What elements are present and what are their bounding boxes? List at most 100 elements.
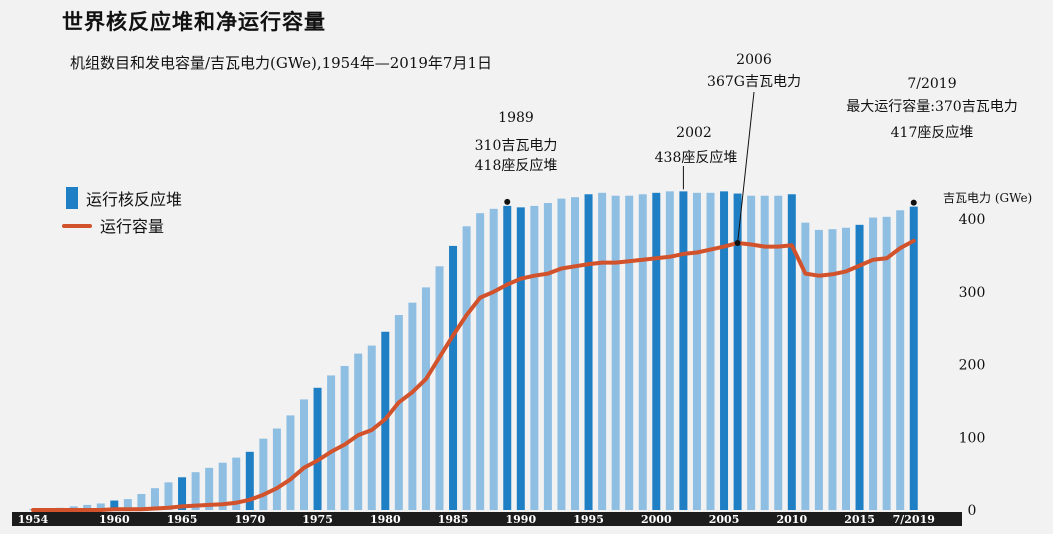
x-tick-1980: 1980 (370, 513, 401, 526)
x-tick-2010: 2010 (776, 513, 807, 526)
x-tick-1965: 1965 (167, 513, 198, 526)
bar-1993 (557, 198, 566, 510)
chart-subtitle: 机组数目和发电容量/吉瓦电力(GWe),1954年—2019年7月1日 (70, 54, 493, 72)
bar-1988 (489, 208, 498, 510)
annotation-2006: 2006 367G吉瓦电力 (707, 52, 801, 90)
annotation-2002-year: 2002 (676, 125, 712, 141)
legend: 运行核反应堆 运行容量 (62, 187, 182, 236)
x-tick-1970: 1970 (234, 513, 265, 526)
bar-1991 (530, 205, 539, 510)
bar-2011 (801, 222, 810, 510)
x-tick-1985: 1985 (438, 513, 469, 526)
annotation-2002-reactors: 438座反应堆 (655, 149, 738, 166)
annotation-leaders (504, 91, 917, 247)
x-tick-1995: 1995 (573, 513, 604, 526)
bar-1959 (96, 503, 105, 510)
annotation-2006-capacity: 367G吉瓦电力 (707, 74, 801, 90)
page-title: 世界核反应堆和净运行容量 (62, 10, 326, 34)
legend-line-label: 运行容量 (100, 217, 164, 236)
bar-1992 (543, 202, 552, 510)
x-tick-1990: 1990 (505, 513, 536, 526)
x-axis-ticks: 1954 1960 1965 1970 1975 1980 1985 1990 1995 2000… (18, 513, 935, 526)
bar-1995 (584, 194, 593, 510)
bar-2015 (855, 224, 864, 510)
bar-1986 (462, 226, 471, 510)
bar-1997 (611, 195, 620, 510)
bar-1985 (449, 245, 458, 511)
y-axis-unit: 吉瓦电力 (GWe) (943, 191, 1032, 205)
bar-1970 (245, 451, 254, 510)
annotation-1989-reactors: 418座反应堆 (475, 157, 558, 174)
bar-1968 (218, 462, 227, 510)
x-tick-7-2019: 7/2019 (893, 513, 935, 526)
bar-1977 (340, 365, 349, 510)
bar-1990 (516, 207, 525, 511)
annotation-2006-year: 2006 (736, 52, 772, 68)
y-tick-400: 400 (959, 212, 986, 228)
bar-1982 (408, 302, 417, 510)
bar-1973 (286, 415, 295, 510)
legend-bar-swatch (66, 187, 78, 209)
bar-1963 (150, 488, 159, 510)
bar-1964 (164, 482, 173, 510)
annotation-2002: 2002 438座反应堆 (655, 125, 738, 166)
x-tick-2005: 2005 (709, 513, 740, 526)
x-tick-1954: 1954 (18, 513, 49, 526)
bar-2014 (842, 227, 850, 511)
bar-2009 (774, 195, 783, 510)
bar-1984 (435, 266, 444, 510)
legend-bars-label: 运行核反应堆 (86, 190, 182, 209)
bar-1983 (421, 287, 430, 510)
bar-1999 (638, 194, 647, 510)
bar-2010 (787, 194, 796, 510)
bar-1976 (327, 375, 336, 510)
bar-1996 (598, 192, 607, 510)
annotation-2019: 7/2019 最大运行容量:370吉瓦电力 417座反应堆 (846, 76, 1017, 141)
annotation-2019-capacity: 最大运行容量:370吉瓦电力 (846, 98, 1017, 115)
annotation-1989-year: 1989 (498, 110, 534, 126)
line-series (31, 238, 916, 512)
bar-1961 (123, 499, 132, 510)
bar-1966 (191, 472, 200, 510)
bar-1975 (313, 387, 322, 510)
bar-1969 (232, 457, 241, 510)
annotation-2019-date: 7/2019 (907, 76, 956, 92)
bar-1965 (178, 477, 187, 510)
bar-2018 (896, 210, 905, 510)
annotation-1989: 1989 310吉瓦电力 418座反应堆 (475, 110, 558, 174)
bar-1972 (272, 428, 281, 510)
marker-2006 (734, 240, 741, 247)
bar-1967 (205, 467, 214, 510)
bar-1971 (259, 438, 268, 510)
x-tick-1975: 1975 (302, 513, 333, 526)
marker-2019 (910, 199, 917, 206)
bar-2016 (869, 217, 878, 511)
x-tick-2015: 2015 (844, 513, 875, 526)
bar-1989 (503, 205, 512, 510)
x-axis-band (12, 512, 962, 526)
bar-2008 (760, 195, 769, 510)
capacity-line (31, 238, 916, 512)
bar-1994 (571, 197, 579, 511)
bar-2012 (814, 229, 823, 510)
annotation-2019-reactors: 417座反应堆 (891, 124, 974, 141)
bar-1998 (625, 195, 634, 510)
bar-7/2019 (909, 206, 918, 510)
bar-1958 (83, 504, 92, 510)
bar-2003 (692, 192, 701, 510)
bar-2006 (733, 193, 742, 510)
y-tick-100: 100 (959, 430, 986, 446)
bar-2007 (747, 195, 756, 510)
bar-2002 (679, 191, 688, 511)
bar-series (29, 191, 918, 511)
x-tick-1960: 1960 (99, 513, 130, 526)
bar-2013 (828, 229, 837, 510)
bar-2005 (720, 191, 729, 511)
x-tick-2000: 2000 (641, 513, 672, 526)
y-tick-200: 200 (959, 358, 986, 374)
bar-1987 (476, 213, 485, 510)
bar-1960 (110, 500, 119, 510)
bar-1974 (300, 399, 308, 510)
y-tick-300: 300 (959, 285, 986, 301)
